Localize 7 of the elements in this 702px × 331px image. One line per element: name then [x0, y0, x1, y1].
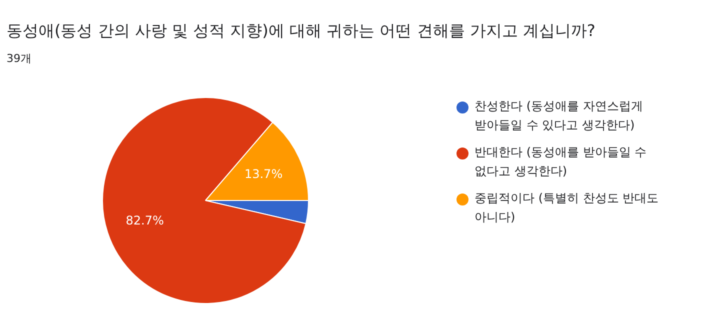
legend-label: 반대한다 (동성애를 받아들일 수 없다고 생각한다) [474, 145, 647, 178]
legend-label: 찬성한다 (동성애를 자연스럽게 받아들일 수 있다고 생각한다) [474, 99, 643, 132]
data-label: 13.7% [244, 166, 283, 181]
legend-label: 중립적이다 (특별히 찬성도 반대도 아니다) [474, 191, 659, 224]
chart-subtitle: 39개 [6, 52, 32, 65]
chart-title: 동성애(동성 간의 사랑 및 성적 지향)에 대해 귀하는 어떤 견해를 가지고 계십니까? [6, 21, 596, 40]
data-label: 82.7% [126, 213, 164, 228]
